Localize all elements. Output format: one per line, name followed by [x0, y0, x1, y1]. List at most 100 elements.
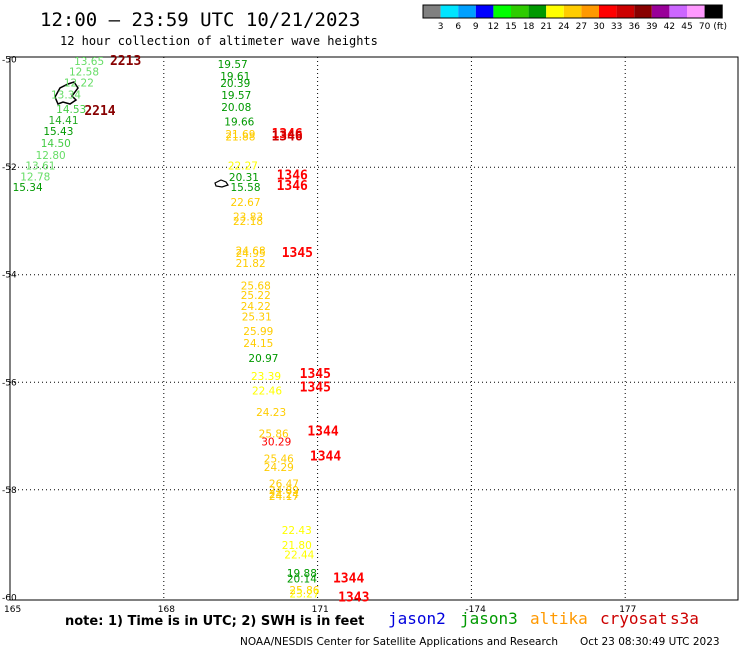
plot-area: 165 168 171 -174 177 -50 -52 -54 -56 -58 -60 13.65…: [2, 54, 739, 615]
wave-height-label: 20.14: [287, 573, 317, 585]
wave-height-label: 12.80: [36, 150, 66, 162]
satellite-name: jason3: [460, 609, 518, 628]
axis-labels: 165 168 171 -174 177 -50 -52 -54 -56 -58 -60: [2, 56, 636, 615]
wave-height-label: 19.57: [218, 59, 248, 71]
wave-height-label: 24.24: [269, 489, 299, 501]
wave-height-label: 24.17: [269, 491, 299, 503]
satellite-name: altika: [530, 609, 588, 628]
legend-swatch: [669, 5, 687, 18]
legend-label: 3: [438, 22, 444, 32]
wave-height-label: 22.43: [282, 525, 312, 537]
legend-swatch: [687, 5, 705, 18]
y-tick-label: -50: [2, 56, 17, 66]
pass-time-label: 1344: [307, 425, 338, 440]
y-tick-label: -54: [2, 271, 17, 281]
footer-note: note: 1) Time is in UTC; 2) SWH is in fe…: [65, 614, 364, 629]
pass-time-label: 2214: [84, 104, 115, 119]
pass-time-label: 1345: [282, 246, 313, 261]
legend-swatch: [616, 5, 635, 18]
y-tick-label: -56: [2, 378, 17, 388]
wave-height-label: 24.29: [264, 462, 294, 474]
pass-time-label: 1345: [300, 367, 331, 382]
legend-label: 15: [505, 22, 516, 32]
satellite-name: cryosat: [600, 609, 667, 628]
legend-swatch: [704, 5, 723, 18]
wave-height-label: 13.34: [51, 90, 81, 102]
legend-label: 30: [593, 22, 605, 32]
wave-height-label: 15.34: [13, 182, 43, 194]
footer-credit: NOAA/NESDIS Center for Satellite Applica…: [240, 636, 558, 648]
legend-swatch: [440, 5, 459, 18]
legend-swatch: [423, 5, 441, 18]
legend-swatch: [651, 5, 670, 18]
legend-swatch: [511, 5, 529, 18]
legend-swatch: [458, 5, 476, 18]
auckland-islands-icon: [54, 81, 79, 105]
wave-height-label: 22.67: [230, 197, 260, 209]
wave-height-label: 21.80: [282, 540, 312, 552]
wave-height-label: 13.65: [74, 56, 104, 68]
wave-height-label: 25.46: [264, 454, 294, 466]
wave-height-label: 12.58: [69, 67, 99, 79]
pass-time-label: 1346: [277, 179, 308, 194]
pass-time-label: 1344: [333, 571, 364, 586]
pass-time-label: 1343: [338, 590, 369, 605]
wave-height-label: 24.15: [243, 338, 273, 350]
y-tick-label: -52: [2, 163, 17, 173]
legend-label: 36: [628, 22, 640, 32]
wave-height-label: 25.86: [289, 585, 319, 597]
wave-height-label: 14.53: [56, 104, 86, 116]
pass-time-label: 1346: [277, 168, 308, 183]
pass-time-label: 1344: [310, 449, 341, 464]
wave-height-label: 12.78: [20, 171, 50, 183]
legend-label: 6: [455, 22, 461, 32]
legend-label: 18: [523, 22, 535, 32]
legend-label: 45: [681, 22, 692, 32]
wave-height-label: 15.43: [43, 126, 73, 138]
pass-time-label: 1346: [271, 130, 302, 145]
legend-label: 21: [540, 22, 551, 32]
legend-swatch: [546, 5, 564, 18]
legend-unit: (ft): [713, 22, 727, 32]
pass-time-labels: 2213221413461346134613461345134513451344…: [84, 54, 369, 606]
campbell-island-icon: [214, 179, 229, 188]
wave-height-label: 25.22: [241, 290, 271, 302]
wave-height-label: 24.95: [236, 248, 266, 260]
y-tick-label: -60: [2, 593, 17, 603]
color-legend: 3 6 9 12 15 18 21 24 27 30 33 36 39 42 45 70 (ft): [422, 4, 727, 32]
wave-height-label: 21.82: [236, 258, 266, 270]
wave-height-label: 14.41: [48, 115, 78, 127]
wave-height-label: 22.44: [284, 549, 314, 561]
x-tick-label: 168: [158, 605, 175, 615]
wave-height-label: 23.83: [233, 212, 263, 224]
wave-height-label: 19.66: [224, 117, 254, 129]
legend-swatch: [599, 5, 617, 18]
wave-height-label: 14.50: [41, 138, 71, 150]
legend-swatch: [528, 5, 547, 18]
satellite-name: jason2: [388, 609, 446, 628]
wave-height-label: 23.39: [251, 371, 281, 383]
x-tick-label: -174: [465, 605, 486, 615]
wave-height-label: 12.22: [64, 77, 94, 89]
wave-height-label: 19.61: [220, 71, 250, 83]
legend-swatch: [581, 5, 599, 18]
coastline-islands: [54, 81, 229, 188]
legend-swatch: [634, 5, 652, 18]
legend-label: 42: [664, 22, 675, 32]
wave-height-label: 20.31: [229, 172, 259, 184]
wave-height-label: 25.86: [259, 428, 289, 440]
x-tick-label: 177: [619, 605, 636, 615]
satellite-name: s3a: [670, 609, 699, 628]
chart-subtitle: 12 hour collection of altimeter wave hei…: [60, 34, 378, 48]
chart-title: 12:00 – 23:59 UTC 10/21/2023: [40, 9, 360, 31]
legend-label: 24: [558, 22, 570, 32]
wave-height-label: 24.23: [256, 407, 286, 419]
legend-frame: [422, 4, 723, 19]
legend-swatch: [493, 5, 511, 18]
satellite-legend: jason2 jason3 altika cryosat s3a: [388, 609, 699, 628]
wave-height-label: 25.99: [243, 326, 273, 338]
legend-label: 27: [576, 22, 587, 32]
wave-height-label: 21.88: [225, 132, 255, 144]
wave-height-label: 25.68: [241, 280, 271, 292]
